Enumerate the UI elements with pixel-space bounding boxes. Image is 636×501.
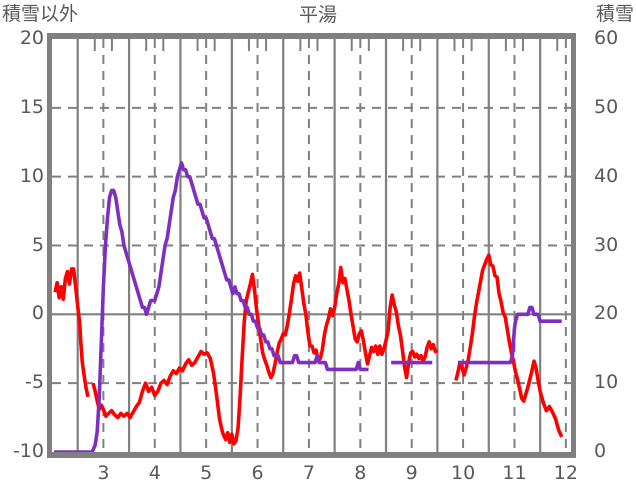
y-tick-left: 10 <box>19 164 44 187</box>
grid-layer <box>52 39 571 452</box>
x-tick: 7 <box>302 462 315 484</box>
page-title: 平湯 <box>298 4 337 26</box>
y-tick-left: -5 <box>25 371 44 394</box>
x-tick: 5 <box>200 462 213 484</box>
y-tick-right: 60 <box>594 27 619 49</box>
x-tick: 3 <box>97 462 110 484</box>
y-tick-left: 5 <box>31 233 44 256</box>
x-tick: 6 <box>251 462 264 484</box>
plot-area <box>47 33 576 458</box>
y-tick-right: 10 <box>594 371 619 394</box>
y-tick-left: -10 <box>12 440 44 462</box>
x-tick: 10 <box>450 462 476 484</box>
x-tick: 12 <box>553 462 578 484</box>
y-tick-right: 20 <box>594 302 619 325</box>
y-tick-left: 20 <box>19 27 44 49</box>
x-tick: 11 <box>502 462 527 484</box>
y-tick-right: 40 <box>594 164 619 187</box>
y-tick-right: 0 <box>594 440 607 462</box>
y-tick-right: 30 <box>594 233 619 256</box>
y-tick-right: 50 <box>594 95 619 118</box>
series-line-non-snow <box>53 253 564 446</box>
y-tick-left: 0 <box>31 302 44 325</box>
plot-frame <box>47 33 576 458</box>
left-axis-title: 積雪以外 <box>2 3 79 25</box>
data-layer <box>53 161 564 454</box>
x-tick: 4 <box>148 462 161 484</box>
x-tick: 8 <box>354 462 367 484</box>
x-tick: 9 <box>405 462 418 484</box>
y-tick-left: 15 <box>19 95 44 118</box>
right-axis-title: 積雪 <box>595 3 634 25</box>
series-line-snow <box>54 161 562 454</box>
